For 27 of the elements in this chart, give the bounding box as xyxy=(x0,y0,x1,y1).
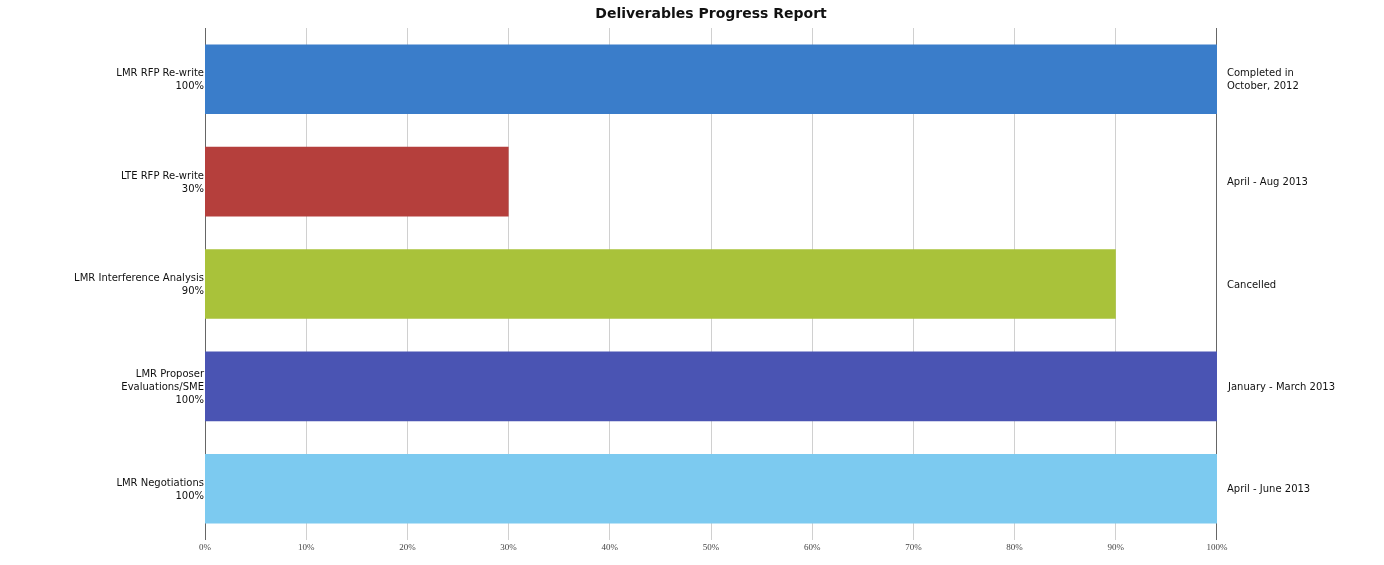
x-tick-label: 10% xyxy=(297,542,315,552)
bar xyxy=(205,249,1116,319)
y-tick-label: LMR Negotiations 100% xyxy=(116,476,204,501)
text: January - March 2013 xyxy=(1227,381,1335,392)
x-tick-label: 80% xyxy=(1006,542,1024,552)
y-tick-label: LMR RFP Re-write 100% xyxy=(116,67,204,92)
y-tick-label: LTE RFP Re-write 30% xyxy=(120,169,204,194)
x-tick-label: 100% xyxy=(1206,542,1228,552)
x-tick-label: 60% xyxy=(803,542,821,552)
x-tick-label: 0% xyxy=(199,542,212,552)
x-tick-label: 40% xyxy=(601,542,619,552)
text: April - June 2013 xyxy=(1227,483,1311,494)
x-tick-label: 90% xyxy=(1107,542,1125,552)
bar xyxy=(205,146,509,217)
x-tick-label: 20% xyxy=(399,542,417,552)
x-tick-label: 30% xyxy=(500,542,518,552)
bar xyxy=(205,351,1217,422)
bar xyxy=(205,44,1217,115)
text: Cancelled xyxy=(1227,279,1277,290)
bar xyxy=(205,453,1217,524)
y-tick-label: LMR Interference Analysis 90% xyxy=(74,272,204,296)
y-tick-label: LMR Proposer Evaluations/SME 100% xyxy=(121,367,205,405)
text: April - Aug 2013 xyxy=(1227,176,1308,187)
chart-title: Deliverables Progress Report xyxy=(595,5,828,22)
x-tick-label: 70% xyxy=(905,542,923,552)
text: Completed in October, 2012 xyxy=(1227,67,1299,91)
x-tick-label: 50% xyxy=(702,542,720,552)
